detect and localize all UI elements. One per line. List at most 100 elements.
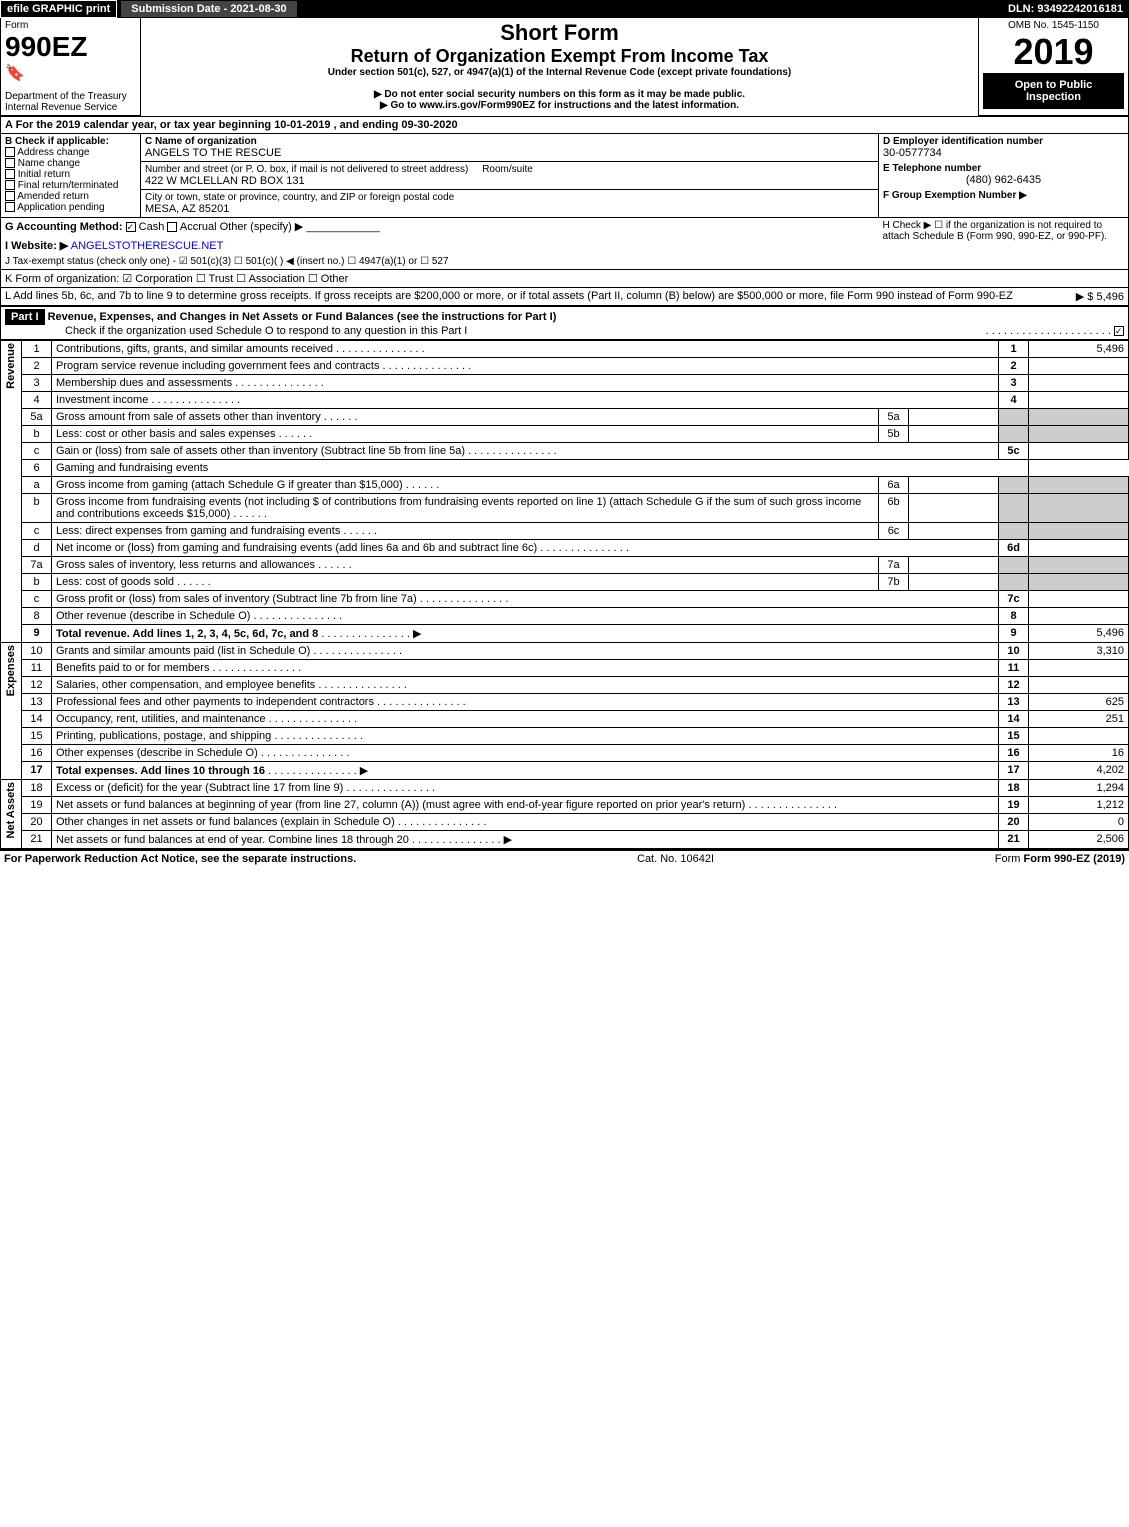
efile-label[interactable]: efile GRAPHIC print bbox=[0, 0, 117, 18]
line-text: Other changes in net assets or fund bala… bbox=[52, 814, 999, 831]
box-val bbox=[1029, 660, 1129, 677]
g-label: G Accounting Method: bbox=[5, 221, 123, 233]
city-label: City or town, state or province, country… bbox=[145, 192, 874, 203]
mid-box: 7b bbox=[879, 574, 909, 591]
schedule-o-checkbox[interactable] bbox=[1114, 326, 1124, 336]
line-text: Gain or (loss) from sale of assets other… bbox=[52, 443, 999, 460]
box-val bbox=[1029, 591, 1129, 608]
box-val: 1,294 bbox=[1029, 780, 1129, 797]
open-public: Open to Public Inspection bbox=[983, 73, 1124, 109]
line-num: 12 bbox=[22, 677, 52, 694]
form-label: Form bbox=[5, 20, 136, 31]
footer-mid: Cat. No. 10642I bbox=[637, 853, 714, 865]
box-num: 18 bbox=[999, 780, 1029, 797]
footer: For Paperwork Reduction Act Notice, see … bbox=[0, 849, 1129, 867]
footer-left: For Paperwork Reduction Act Notice, see … bbox=[4, 853, 356, 865]
k-line: K Form of organization: ☑ Corporation ☐ … bbox=[1, 270, 1129, 288]
box-num: 21 bbox=[999, 831, 1029, 849]
box-val: 4,202 bbox=[1029, 762, 1129, 780]
line-text: Membership dues and assessments . . . . … bbox=[52, 375, 999, 392]
line-num: 1 bbox=[22, 341, 52, 358]
line-text: Excess or (deficit) for the year (Subtra… bbox=[52, 780, 999, 797]
part1-heading: Revenue, Expenses, and Changes in Net As… bbox=[48, 311, 557, 323]
return-title: Return of Organization Exempt From Incom… bbox=[145, 46, 974, 67]
mid-val bbox=[909, 426, 999, 443]
box-val bbox=[1029, 375, 1129, 392]
line-text: Net income or (loss) from gaming and fun… bbox=[52, 540, 999, 557]
j-line: J Tax-exempt status (check only one) - ☑… bbox=[5, 256, 875, 267]
line-num: b bbox=[22, 574, 52, 591]
box-val bbox=[1029, 443, 1129, 460]
line-num: c bbox=[22, 443, 52, 460]
cash-checkbox[interactable] bbox=[126, 222, 136, 232]
i-label: I Website: ▶ bbox=[5, 240, 68, 252]
b-opt-checkbox[interactable] bbox=[5, 158, 15, 168]
line-text: Net assets or fund balances at end of ye… bbox=[52, 831, 999, 849]
line-text: Other expenses (describe in Schedule O) … bbox=[52, 745, 999, 762]
line-num: 3 bbox=[22, 375, 52, 392]
line-text: Professional fees and other payments to … bbox=[52, 694, 999, 711]
line-num: d bbox=[22, 540, 52, 557]
line-text: Program service revenue including govern… bbox=[52, 358, 999, 375]
address: 422 W MCLELLAN RD BOX 131 bbox=[145, 175, 874, 187]
line-text: Other revenue (describe in Schedule O) .… bbox=[52, 608, 999, 625]
line-text: Less: direct expenses from gaming and fu… bbox=[52, 523, 879, 540]
line-text: Occupancy, rent, utilities, and maintena… bbox=[52, 711, 999, 728]
l-line: L Add lines 5b, 6c, and 7b to line 9 to … bbox=[5, 290, 1013, 302]
b-opt-checkbox[interactable] bbox=[5, 191, 15, 201]
box-num: 20 bbox=[999, 814, 1029, 831]
box-val bbox=[1029, 608, 1129, 625]
mid-box: 6c bbox=[879, 523, 909, 540]
line-num: 9 bbox=[22, 625, 52, 643]
side-label: Expenses bbox=[5, 645, 17, 696]
form-number: 990EZ bbox=[5, 31, 136, 63]
city: MESA, AZ 85201 bbox=[145, 203, 874, 215]
line-text: Gaming and fundraising events bbox=[52, 460, 1029, 477]
box-num: 11 bbox=[999, 660, 1029, 677]
line-text: Gross sales of inventory, less returns a… bbox=[52, 557, 879, 574]
box-val: 5,496 bbox=[1029, 341, 1129, 358]
dept-label: Department of the Treasury bbox=[5, 91, 136, 102]
f-label: F Group Exemption Number ▶ bbox=[883, 190, 1124, 201]
box-num: 19 bbox=[999, 797, 1029, 814]
box-val: 0 bbox=[1029, 814, 1129, 831]
line-text: Salaries, other compensation, and employ… bbox=[52, 677, 999, 694]
short-form-title: Short Form bbox=[145, 20, 974, 46]
box-num: 10 bbox=[999, 643, 1029, 660]
b-label: B Check if applicable: bbox=[5, 136, 136, 147]
line-a: A For the 2019 calendar year, or tax yea… bbox=[1, 117, 1129, 134]
b-opt-checkbox[interactable] bbox=[5, 202, 15, 212]
line-text: Less: cost of goods sold . . . . . . bbox=[52, 574, 879, 591]
line-num: 2 bbox=[22, 358, 52, 375]
b-opt-checkbox[interactable] bbox=[5, 147, 15, 157]
mid-val bbox=[909, 477, 999, 494]
line-num: 8 bbox=[22, 608, 52, 625]
b-opt-checkbox[interactable] bbox=[5, 169, 15, 179]
line-text: Gross amount from sale of assets other t… bbox=[52, 409, 879, 426]
line-text: Gross profit or (loss) from sales of inv… bbox=[52, 591, 999, 608]
line-num: 5a bbox=[22, 409, 52, 426]
box-val: 2,506 bbox=[1029, 831, 1129, 849]
line-num: 4 bbox=[22, 392, 52, 409]
accrual-checkbox[interactable] bbox=[167, 222, 177, 232]
box-num: 16 bbox=[999, 745, 1029, 762]
box-num: 8 bbox=[999, 608, 1029, 625]
side-label: Revenue bbox=[5, 343, 17, 389]
b-opt-checkbox[interactable] bbox=[5, 180, 15, 190]
top-bar: efile GRAPHIC print Submission Date - 20… bbox=[0, 0, 1129, 18]
irs-label: Internal Revenue Service bbox=[5, 102, 136, 113]
line-num: 13 bbox=[22, 694, 52, 711]
l-value: ▶ $ 5,496 bbox=[1076, 290, 1124, 303]
part1-check: Check if the organization used Schedule … bbox=[65, 325, 467, 337]
box-num: 7c bbox=[999, 591, 1029, 608]
goto-link[interactable]: ▶ Go to www.irs.gov/Form990EZ for instru… bbox=[145, 100, 974, 111]
line-num: 21 bbox=[22, 831, 52, 849]
line-text: Less: cost or other basis and sales expe… bbox=[52, 426, 879, 443]
box-val: 16 bbox=[1029, 745, 1129, 762]
part1-header: Part I Revenue, Expenses, and Changes in… bbox=[0, 306, 1129, 340]
line-num: 15 bbox=[22, 728, 52, 745]
box-num: 1 bbox=[999, 341, 1029, 358]
line-num: 10 bbox=[22, 643, 52, 660]
website[interactable]: ANGELSTOTHERESCUE.NET bbox=[71, 240, 224, 252]
mid-box: 6a bbox=[879, 477, 909, 494]
